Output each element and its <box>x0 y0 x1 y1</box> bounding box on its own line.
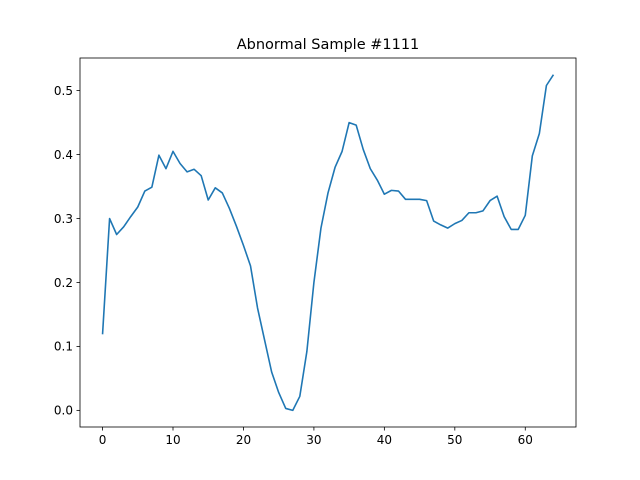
x-tick-label: 0 <box>99 433 107 447</box>
y-tick-label: 0.2 <box>54 276 73 290</box>
x-tick-label: 50 <box>447 433 462 447</box>
y-tick-label: 0.5 <box>54 84 73 98</box>
y-axis: 0.0 0.1 0.2 0.3 0.4 0.5 <box>54 84 80 418</box>
x-tick-label: 30 <box>306 433 321 447</box>
plot-area <box>101 74 555 412</box>
y-tick-label: 0.3 <box>54 212 73 226</box>
x-tick-label: 40 <box>377 433 392 447</box>
x-tick-label: 60 <box>518 433 533 447</box>
x-tick-label: 20 <box>236 433 251 447</box>
y-tick-label: 0.4 <box>54 148 73 162</box>
axes-frame <box>79 57 577 428</box>
chart-title: Abnormal Sample #1111 <box>237 37 420 53</box>
y-tick-label: 0.1 <box>54 340 73 354</box>
y-tick-label: 0.0 <box>54 404 73 418</box>
series-line <box>101 74 555 412</box>
x-axis: 0 10 20 30 40 50 60 <box>99 427 533 447</box>
x-tick-label: 10 <box>165 433 180 447</box>
